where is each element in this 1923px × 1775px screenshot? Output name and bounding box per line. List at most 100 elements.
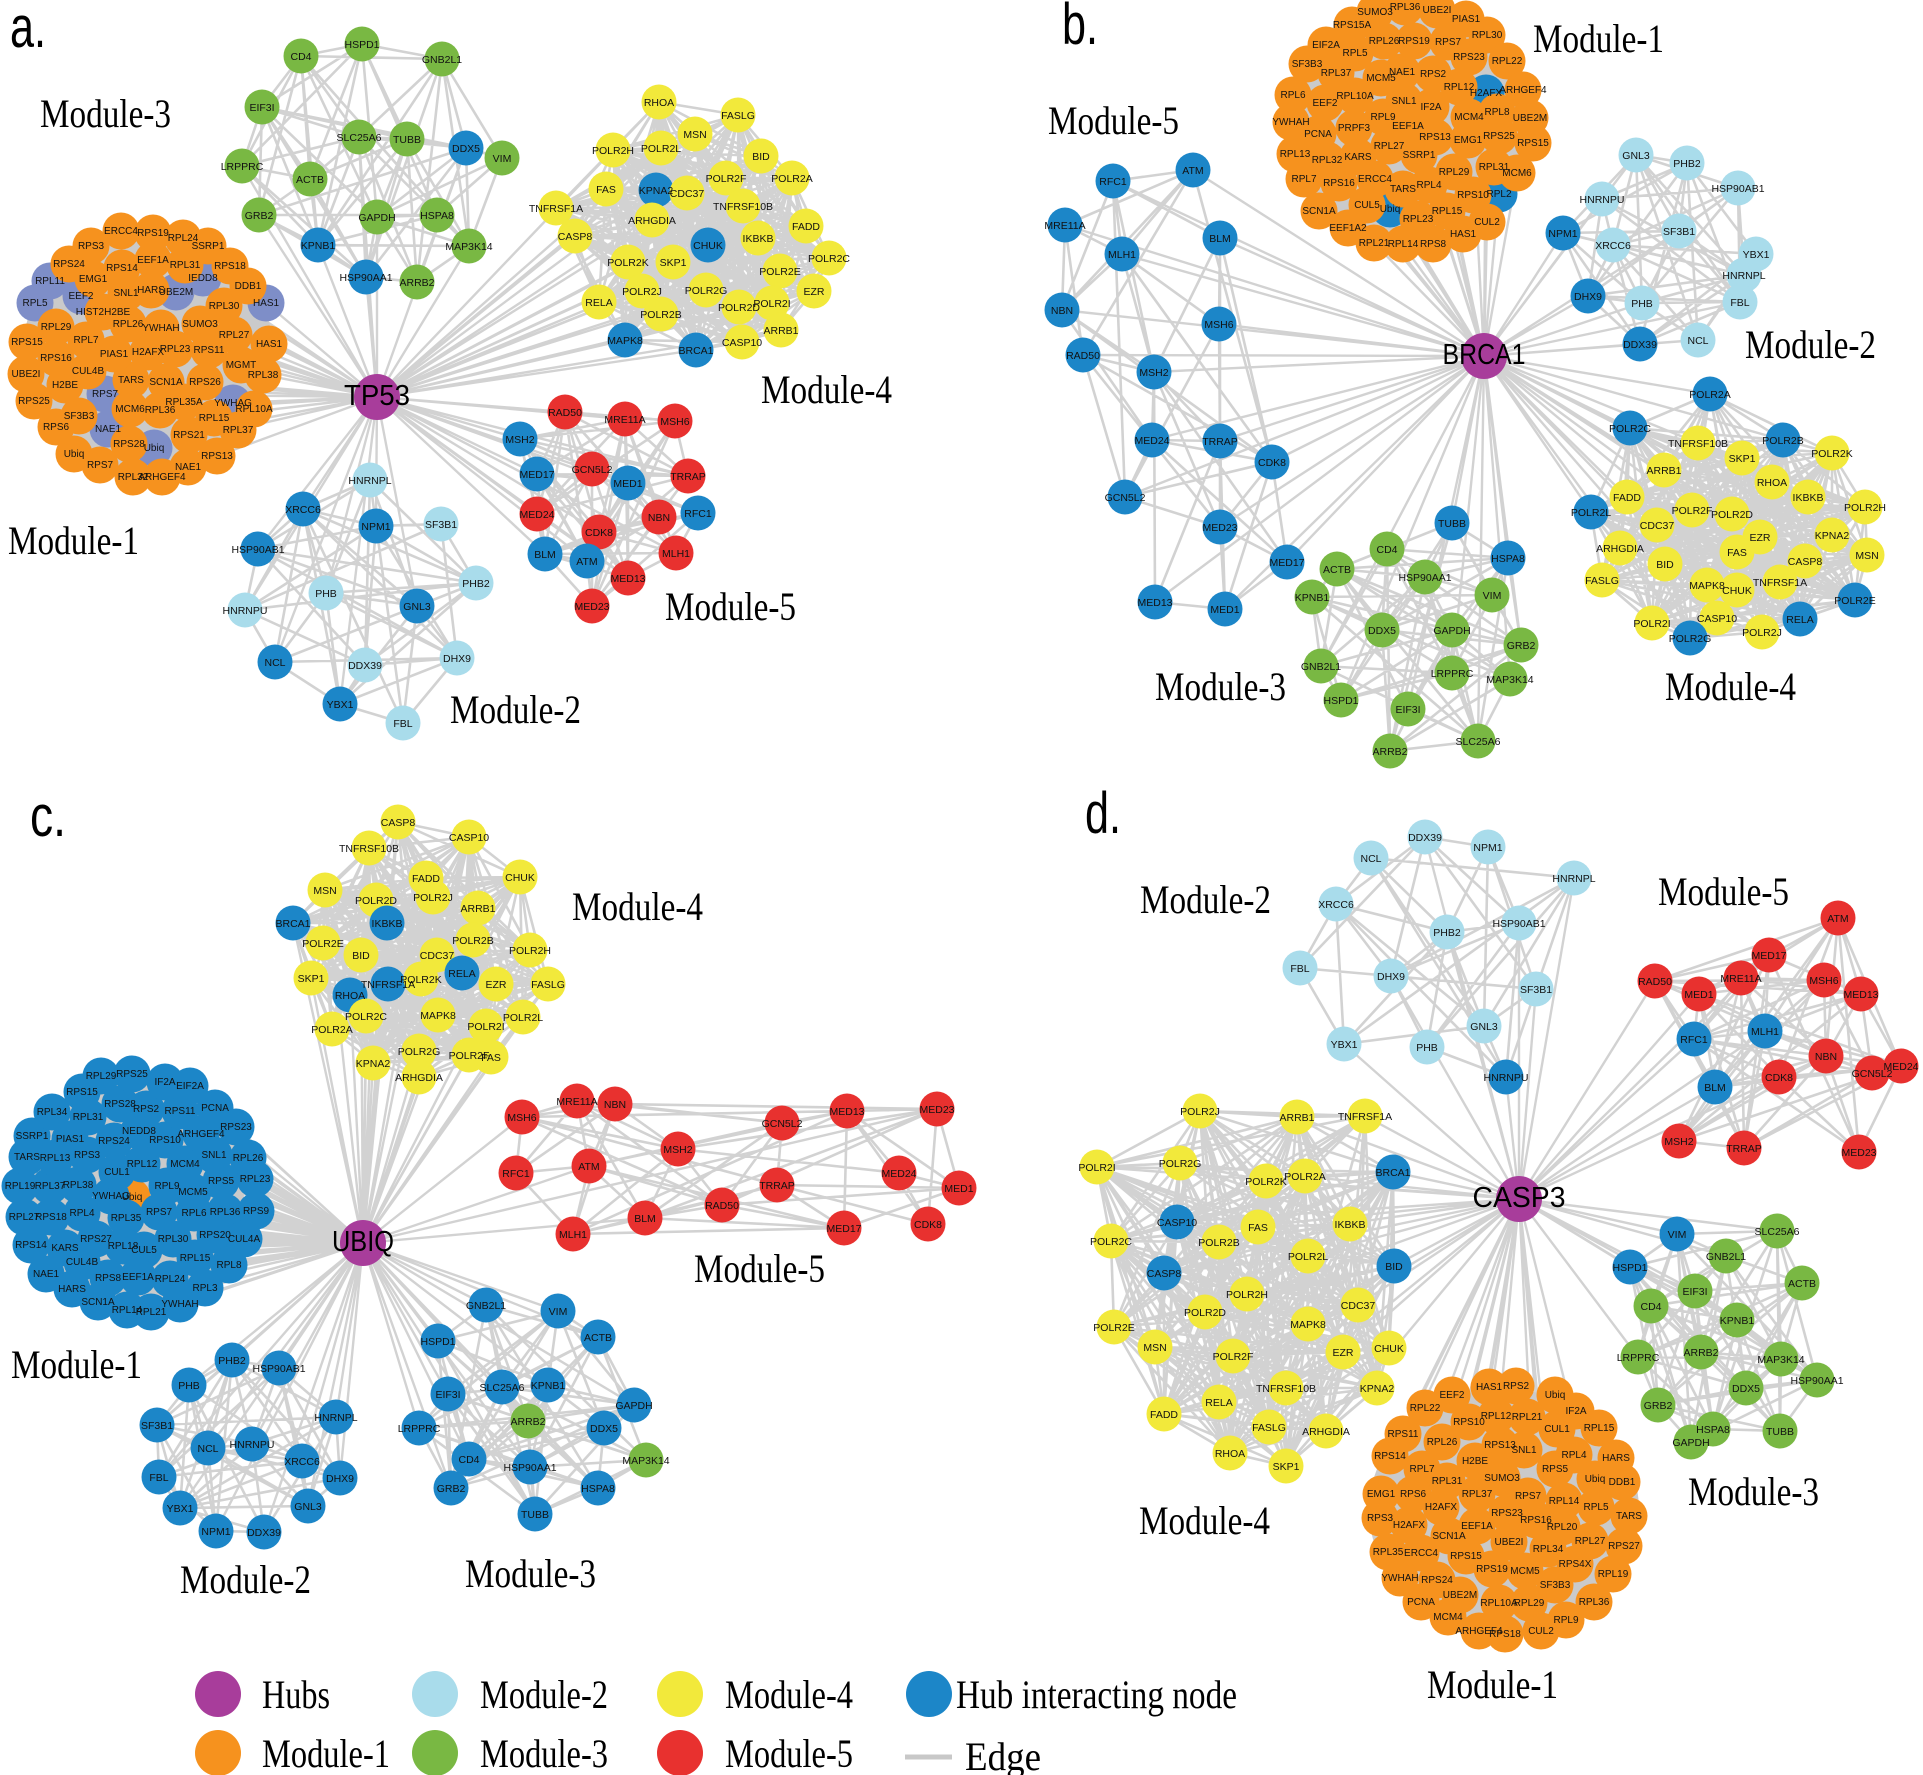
svg-text:RPL13: RPL13 (40, 1153, 71, 1164)
svg-text:YWHAG: YWHAG (92, 1191, 130, 1202)
svg-text:RPS9: RPS9 (243, 1206, 270, 1217)
svg-text:FASLG: FASLG (1585, 575, 1619, 587)
svg-text:DDX39: DDX39 (348, 660, 382, 672)
svg-text:RPL11: RPL11 (35, 276, 65, 287)
svg-text:YBX1: YBX1 (1331, 1039, 1358, 1051)
svg-text:RPS26: RPS26 (189, 377, 221, 388)
svg-text:H2BE: H2BE (1462, 1456, 1488, 1467)
svg-text:GNL3: GNL3 (403, 601, 431, 613)
svg-text:BLM: BLM (1209, 233, 1231, 245)
svg-text:MSN: MSN (1143, 1342, 1166, 1354)
svg-text:XRCC6: XRCC6 (285, 504, 321, 516)
svg-text:FAS: FAS (481, 1052, 501, 1064)
svg-text:SCN1A: SCN1A (81, 1297, 115, 1308)
svg-text:MED24: MED24 (1134, 435, 1169, 447)
svg-text:FASLG: FASLG (531, 979, 565, 991)
svg-text:Ubiq: Ubiq (64, 449, 85, 460)
svg-text:HSP90AB1: HSP90AB1 (252, 1363, 305, 1375)
svg-text:CD4: CD4 (290, 51, 311, 63)
svg-text:Module-1: Module-1 (8, 518, 139, 563)
svg-text:RPS7: RPS7 (87, 460, 114, 471)
svg-text:RPS19: RPS19 (1476, 1564, 1508, 1575)
svg-text:ARRB1: ARRB1 (1279, 1112, 1314, 1124)
svg-text:POLR2D: POLR2D (718, 302, 760, 314)
svg-text:MED13: MED13 (1843, 989, 1878, 1001)
svg-text:RPS13: RPS13 (1484, 1440, 1516, 1451)
svg-text:MED23: MED23 (919, 1104, 954, 1116)
svg-text:RPS21: RPS21 (173, 430, 205, 441)
svg-text:HSP90AA1: HSP90AA1 (1398, 572, 1451, 584)
svg-text:PHB: PHB (1416, 1042, 1438, 1054)
svg-text:RPL24: RPL24 (155, 1274, 186, 1285)
svg-text:RHOA: RHOA (335, 990, 365, 1002)
svg-text:HSP90AA1: HSP90AA1 (1790, 1375, 1843, 1387)
svg-text:RPL27: RPL27 (1575, 1536, 1606, 1547)
svg-text:EEF1A: EEF1A (1392, 121, 1424, 132)
svg-text:IF2A: IF2A (1565, 1406, 1586, 1417)
svg-text:POLR2K: POLR2K (1811, 448, 1852, 460)
svg-text:PCNA: PCNA (201, 1103, 229, 1114)
svg-text:HSPD1: HSPD1 (1323, 695, 1358, 707)
svg-text:SF3B1: SF3B1 (141, 1420, 173, 1432)
svg-text:FADD: FADD (1150, 1409, 1178, 1421)
svg-text:RPS23: RPS23 (1491, 1508, 1523, 1519)
svg-text:ARHGEF4: ARHGEF4 (177, 1129, 225, 1140)
svg-text:MED13: MED13 (1137, 597, 1172, 609)
svg-text:GCN5L2: GCN5L2 (1105, 492, 1146, 504)
svg-text:Module-3: Module-3 (40, 91, 171, 136)
svg-text:H2AFX: H2AFX (132, 347, 165, 358)
svg-text:MCM4: MCM4 (1433, 1612, 1463, 1623)
svg-text:RPL7: RPL7 (1291, 174, 1316, 185)
svg-text:ARHGDIA: ARHGDIA (628, 215, 676, 227)
svg-text:SF3B3: SF3B3 (64, 411, 95, 422)
svg-text:CASP3: CASP3 (1473, 1182, 1566, 1214)
svg-text:Module-5: Module-5 (665, 584, 796, 629)
svg-text:POLR2B: POLR2B (1762, 435, 1803, 447)
svg-text:HNRNPU: HNRNPU (1484, 1072, 1529, 1084)
svg-text:MED17: MED17 (826, 1223, 861, 1235)
svg-text:GNB2L1: GNB2L1 (1706, 1251, 1746, 1263)
svg-text:MAP3K14: MAP3K14 (1757, 1354, 1804, 1366)
svg-text:HNRNPL: HNRNPL (314, 1412, 357, 1424)
svg-text:SCN1A: SCN1A (1432, 1531, 1466, 1542)
svg-text:Ubiq: Ubiq (144, 443, 165, 454)
svg-text:POLR2A: POLR2A (311, 1024, 352, 1036)
svg-text:EEF1A2: EEF1A2 (1329, 223, 1367, 234)
svg-text:MED23: MED23 (574, 601, 609, 613)
svg-text:RPL8: RPL8 (1484, 107, 1509, 118)
svg-text:NCL: NCL (1360, 853, 1381, 865)
svg-text:CDC37: CDC37 (1341, 1300, 1376, 1312)
svg-text:ARRB1: ARRB1 (460, 903, 495, 915)
svg-text:SKP1: SKP1 (1273, 1461, 1300, 1473)
svg-text:MAPK8: MAPK8 (1689, 580, 1725, 592)
svg-text:KARS: KARS (1344, 152, 1372, 163)
svg-text:ARHGEF4: ARHGEF4 (1455, 1626, 1503, 1637)
svg-text:POLR2J: POLR2J (413, 892, 453, 904)
svg-text:RPL6: RPL6 (181, 1208, 206, 1219)
svg-text:RPL29: RPL29 (1514, 1598, 1545, 1609)
svg-text:FBL: FBL (393, 718, 412, 730)
svg-text:RPS20: RPS20 (199, 1230, 231, 1241)
svg-text:SCN1A: SCN1A (1302, 206, 1336, 217)
svg-text:DHX9: DHX9 (1574, 291, 1602, 303)
svg-text:RPS3: RPS3 (74, 1150, 101, 1161)
svg-text:RPS24: RPS24 (1421, 1575, 1453, 1586)
svg-text:ATM: ATM (576, 556, 597, 568)
svg-text:RAD50: RAD50 (705, 1200, 739, 1212)
svg-text:EIF3I: EIF3I (249, 102, 274, 114)
svg-text:GNL3: GNL3 (294, 1501, 322, 1513)
svg-text:MCM6: MCM6 (1502, 168, 1532, 179)
svg-text:EIF3I: EIF3I (1395, 704, 1420, 716)
svg-text:RPL35: RPL35 (111, 1213, 142, 1224)
svg-text:RPL30: RPL30 (209, 301, 240, 312)
svg-text:ARHGEF4: ARHGEF4 (1499, 85, 1547, 96)
svg-text:SNL1: SNL1 (1391, 96, 1416, 107)
svg-text:RPS16: RPS16 (40, 353, 72, 364)
svg-text:RPL23: RPL23 (1403, 214, 1434, 225)
svg-text:HIST2H2BE: HIST2H2BE (76, 307, 131, 318)
svg-text:CASP8: CASP8 (1147, 1268, 1182, 1280)
svg-text:TUBB: TUBB (1438, 518, 1466, 530)
svg-text:RPL37: RPL37 (1321, 68, 1352, 79)
svg-text:RPL10A: RPL10A (1336, 91, 1374, 102)
svg-text:RPS14: RPS14 (106, 263, 138, 274)
